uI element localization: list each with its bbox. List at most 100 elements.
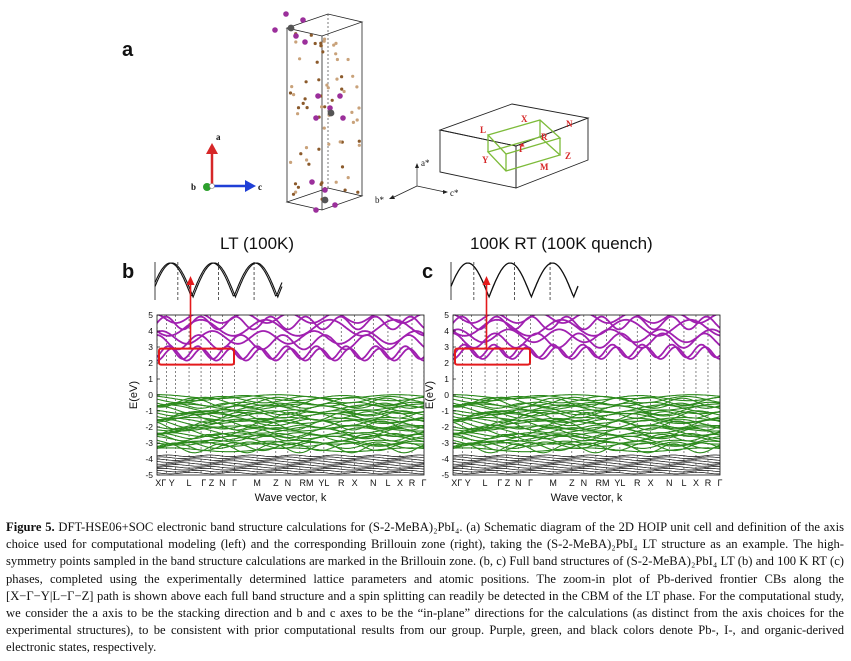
y-axis-title: E(eV) (128, 381, 140, 409)
carbon-atom (346, 176, 350, 180)
organic-band (157, 462, 424, 465)
kpath-tick-label: R (338, 478, 345, 488)
y-tick-label: 5 (444, 310, 449, 320)
y-tick-label: 0 (148, 390, 153, 400)
carbon-atom (299, 152, 303, 156)
recip-axis-a-label: a* (421, 158, 430, 168)
iodine-band (453, 440, 720, 447)
bz-point-gamma: Γ (519, 144, 525, 154)
kpath-tick-label: M (549, 478, 557, 488)
carbon-atom (294, 190, 298, 194)
carbon-atom (319, 182, 323, 186)
panel-b-letter: b (122, 261, 134, 283)
carbon-atom (323, 105, 327, 109)
lead-band (453, 328, 720, 344)
kpath-tick-label: XΓ Y (451, 478, 470, 488)
carbon-atom (356, 190, 360, 194)
kpath-tick-label: Γ Z (497, 478, 510, 488)
carbon-atom (355, 118, 359, 122)
bz-point-L: L (480, 125, 486, 135)
y-tick-label: -3 (145, 438, 153, 448)
carbon-atom (296, 185, 300, 189)
kpath-tick-label: XΓ Y (155, 478, 174, 488)
organic-band (453, 464, 720, 467)
iodine-band (453, 447, 720, 453)
iodine-band (157, 411, 424, 419)
kpath-tick-label: L (681, 478, 686, 488)
kpath-tick-label: N (285, 478, 292, 488)
organic-band (453, 456, 720, 459)
carbon-atom (294, 40, 298, 44)
y-tick-label: 1 (148, 374, 153, 384)
y-tick-label: 3 (444, 342, 449, 352)
zoom-arrow-head (482, 276, 491, 285)
iodine-band (157, 428, 424, 439)
kpath-tick-label: X (648, 478, 654, 488)
kpath-tick-label: Γ (422, 478, 427, 488)
kpath-tick-label: M (253, 478, 261, 488)
carbon-atom (290, 85, 294, 89)
iodine-atom (340, 115, 346, 121)
kpath-tick-label: N (370, 478, 377, 488)
bz-point-Y: Y (482, 155, 489, 165)
recip-axis-b-label: b* (375, 195, 385, 205)
panel-a-letter: a (122, 39, 134, 61)
lead-band (453, 343, 720, 359)
carbon-atom (351, 120, 355, 124)
carbon-atom (334, 180, 338, 184)
lead-band (453, 318, 720, 337)
iodine-atom (327, 105, 333, 111)
carbon-atom (320, 105, 324, 109)
carbon-atom (346, 57, 350, 62)
zoom-highlight-box (158, 347, 235, 366)
y-tick-label: -1 (441, 406, 449, 416)
carbon-atom (319, 41, 323, 45)
iodine-band (157, 425, 424, 432)
recip-axis-c-label: c* (450, 188, 459, 198)
iodine-band (453, 411, 720, 419)
iodine-band (453, 416, 720, 422)
organic-band (157, 466, 424, 469)
kpath-tick-label: RM (300, 478, 314, 488)
caption-label: Figure 5. (6, 520, 55, 534)
organic-band (453, 471, 720, 475)
y-tick-label: 4 (148, 326, 153, 336)
iodine-atom (313, 207, 319, 213)
lead-atom (287, 24, 295, 32)
organic-band (157, 460, 424, 463)
iodine-atom (300, 17, 306, 23)
kpath-tick-label: R (634, 478, 641, 488)
iodine-band (157, 410, 424, 417)
iodine-band (157, 432, 424, 438)
bz-point-R: R (541, 132, 548, 142)
kpath-tick-label: Z (569, 478, 575, 488)
iodine-band (453, 432, 720, 438)
carbon-atom (305, 158, 309, 162)
kpath-tick-label: X (693, 478, 699, 488)
organic-band (453, 470, 720, 473)
zoom-highlight-box (454, 347, 531, 366)
carbon-atom (357, 143, 361, 147)
carbon-atom (334, 41, 338, 46)
iodine-atom (315, 93, 321, 99)
y-tick-label: 0 (444, 390, 449, 400)
inset-band (450, 262, 579, 298)
organic-band (453, 466, 720, 469)
unit-cell-illustration (272, 11, 364, 213)
y-tick-label: -2 (441, 422, 449, 432)
carbon-atom (327, 142, 331, 146)
carbon-atom (289, 160, 293, 164)
iodine-band (157, 424, 424, 430)
band-plot-area (157, 315, 424, 475)
lead-band (157, 315, 424, 331)
figure-canvas: a a b c X N L R Γ Y M (122, 11, 723, 504)
iodine-band (453, 433, 720, 440)
carbon-atom (292, 93, 296, 97)
iodine-band (453, 397, 720, 408)
kpath-tick-label: Z (273, 478, 279, 488)
organic-band (157, 458, 424, 461)
y-axis-title: E(eV) (424, 381, 436, 409)
iodine-atom (309, 179, 315, 185)
carbon-atom (317, 78, 321, 82)
